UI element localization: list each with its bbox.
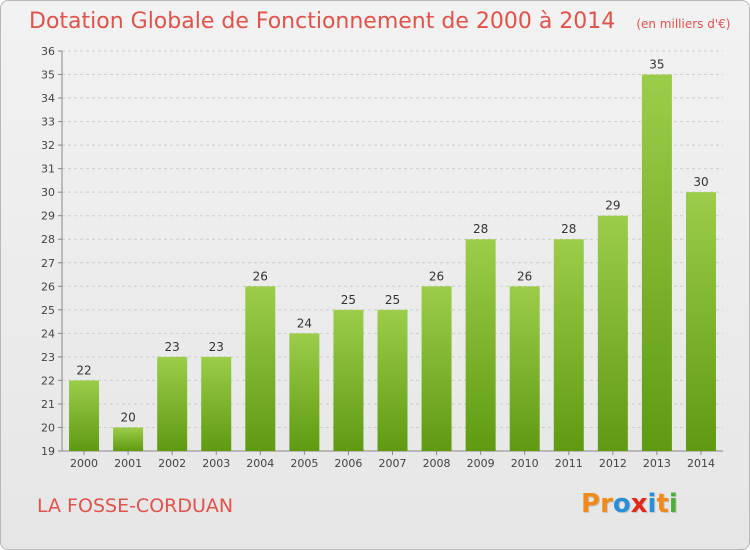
bar-value-label: 23 xyxy=(209,340,224,354)
x-tick-label: 2011 xyxy=(555,457,583,470)
x-tick-label: 2012 xyxy=(599,457,627,470)
y-tick-label: 25 xyxy=(41,304,55,317)
y-tick-label: 20 xyxy=(41,421,55,434)
x-tick-label: 2014 xyxy=(687,457,715,470)
x-tick-label: 2010 xyxy=(511,457,539,470)
bar xyxy=(157,356,188,451)
bar xyxy=(377,309,408,451)
bar xyxy=(553,239,584,451)
bar xyxy=(289,333,320,451)
x-tick-label: 2013 xyxy=(643,457,671,470)
logo-letter: t xyxy=(656,489,669,519)
chart-title: Dotation Globale de Fonctionnement de 20… xyxy=(29,9,730,34)
bar xyxy=(597,215,628,451)
bar-value-label: 26 xyxy=(253,269,268,283)
y-tick-label: 33 xyxy=(41,116,55,129)
bar-value-label: 28 xyxy=(473,222,488,236)
y-tick-label: 32 xyxy=(41,139,55,152)
x-tick-label: 2001 xyxy=(114,457,142,470)
bar xyxy=(421,286,452,451)
y-tick-label: 26 xyxy=(41,280,55,293)
bar-value-label: 25 xyxy=(341,293,356,307)
chart-subtitle: (en milliers d'€) xyxy=(636,17,731,31)
bar xyxy=(509,286,540,451)
x-tick-label: 2007 xyxy=(379,457,407,470)
x-tick-label: 2000 xyxy=(70,457,98,470)
bar xyxy=(641,74,672,451)
bar-value-label: 26 xyxy=(429,269,444,283)
bar-value-label: 25 xyxy=(385,293,400,307)
logo-letter: o xyxy=(612,489,631,519)
bar xyxy=(201,356,232,451)
y-tick-label: 24 xyxy=(41,327,55,340)
x-tick-label: 2008 xyxy=(423,457,451,470)
x-tick-label: 2009 xyxy=(467,457,495,470)
bar xyxy=(333,309,364,451)
logo-letter: P xyxy=(581,489,601,519)
bar-value-label: 35 xyxy=(649,58,664,72)
bar xyxy=(685,192,716,452)
x-tick-label: 2005 xyxy=(290,457,318,470)
y-tick-label: 28 xyxy=(41,233,55,246)
x-tick-label: 2002 xyxy=(158,457,186,470)
bar-value-label: 24 xyxy=(297,316,312,330)
bar xyxy=(113,427,144,451)
logo-letter: x xyxy=(630,489,648,519)
bar-value-label: 30 xyxy=(693,175,708,189)
bar-value-label: 29 xyxy=(605,199,620,213)
y-tick-label: 31 xyxy=(41,163,55,176)
y-tick-label: 27 xyxy=(41,257,55,270)
bar xyxy=(69,380,100,451)
bar-value-label: 20 xyxy=(120,410,135,424)
bar-value-label: 28 xyxy=(561,222,576,236)
x-tick-label: 2004 xyxy=(246,457,274,470)
y-tick-label: 35 xyxy=(41,69,55,82)
bar xyxy=(465,239,496,451)
x-tick-label: 2006 xyxy=(334,457,362,470)
y-tick-label: 34 xyxy=(41,92,55,105)
y-tick-label: 23 xyxy=(41,351,55,364)
logo-letter: i xyxy=(647,489,657,519)
commune-name: LA FOSSE-CORDUAN xyxy=(37,495,234,517)
y-tick-label: 30 xyxy=(41,186,55,199)
logo-letter: r xyxy=(600,489,613,519)
bar-value-label: 26 xyxy=(517,269,532,283)
x-tick-label: 2003 xyxy=(202,457,230,470)
y-tick-label: 36 xyxy=(41,45,55,58)
bar-value-label: 22 xyxy=(76,363,91,377)
bar xyxy=(245,286,276,451)
y-tick-label: 22 xyxy=(41,374,55,387)
logo-letter: i xyxy=(668,489,678,519)
y-tick-label: 29 xyxy=(41,210,55,223)
y-tick-label: 21 xyxy=(41,398,55,411)
chart-title-text: Dotation Globale de Fonctionnement de 20… xyxy=(29,9,616,34)
y-tick-label: 19 xyxy=(41,445,55,458)
bar-value-label: 23 xyxy=(165,340,180,354)
proxiti-logo: Proxiti xyxy=(581,489,678,519)
